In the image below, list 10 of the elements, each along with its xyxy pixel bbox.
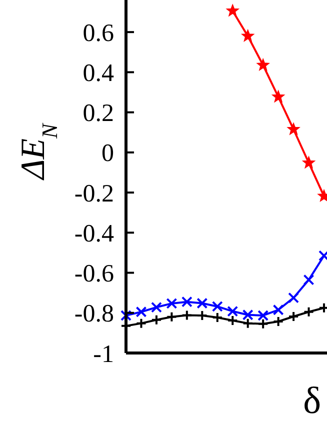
y-tick-label: -0.8 xyxy=(74,300,114,328)
y-tick-label: 0.4 xyxy=(82,60,114,87)
y-tick-label: -0.4 xyxy=(74,220,114,248)
y-tick-label: 0.6 xyxy=(82,20,114,47)
y-tick-label: -0.2 xyxy=(74,180,114,208)
y-tick-label: -1 xyxy=(93,340,114,368)
y-tick-label: 0.2 xyxy=(82,100,114,128)
y-tick-label: -0.6 xyxy=(74,260,114,288)
y-tick-label: 0 xyxy=(102,140,114,168)
x-axis-title: δ xyxy=(303,380,321,422)
